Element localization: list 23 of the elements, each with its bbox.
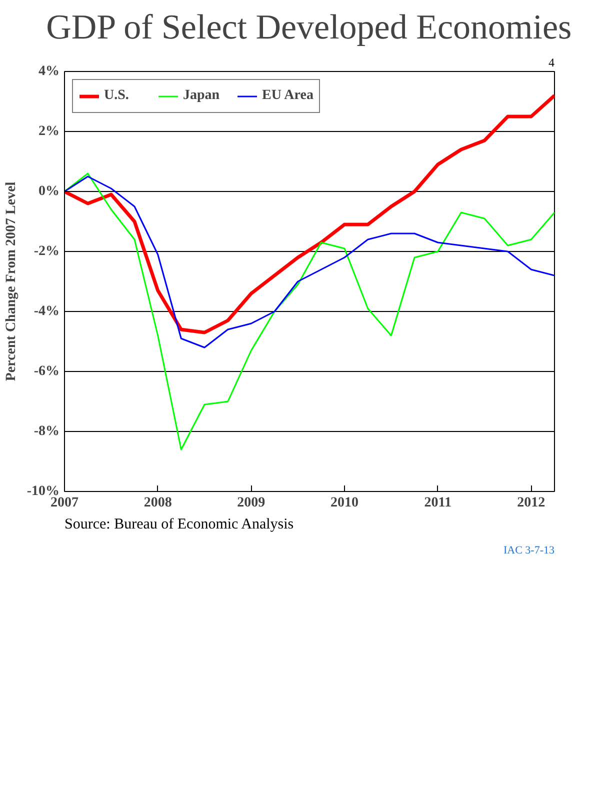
x-tick-label: 2012 <box>517 496 546 510</box>
text: IAC 3-7-13 <box>503 544 555 556</box>
text: 4 <box>548 56 554 70</box>
legend-label: EU Area <box>262 88 314 104</box>
x-tick-label: 2007 <box>50 496 78 510</box>
y-tick-label: -6% <box>34 364 60 379</box>
line-series <box>64 176 554 348</box>
source-note: Source: Bureau of Economic Analysis <box>64 516 294 532</box>
y-tick-label: 4% <box>38 64 60 79</box>
y-tick-label: 2% <box>38 124 60 139</box>
legend-label: U.S. <box>104 88 130 104</box>
y-tick-label: -2% <box>34 244 60 259</box>
y-axis-title: Percent Change From 2007 Level <box>4 182 19 382</box>
chart-title: GDP of Select Developed Economies <box>46 8 572 46</box>
x-tick-label: 2011 <box>424 496 452 510</box>
x-tick-label: 2010 <box>330 496 358 510</box>
x-tick-label: 2008 <box>144 496 172 510</box>
y-tick-label: -8% <box>34 424 60 439</box>
x-tick-label: 2009 <box>237 496 266 510</box>
line-series <box>64 172 554 450</box>
legend-label: Japan <box>183 88 221 104</box>
y-tick-label: 0% <box>38 184 60 199</box>
y-tick-label: -4% <box>34 304 60 319</box>
